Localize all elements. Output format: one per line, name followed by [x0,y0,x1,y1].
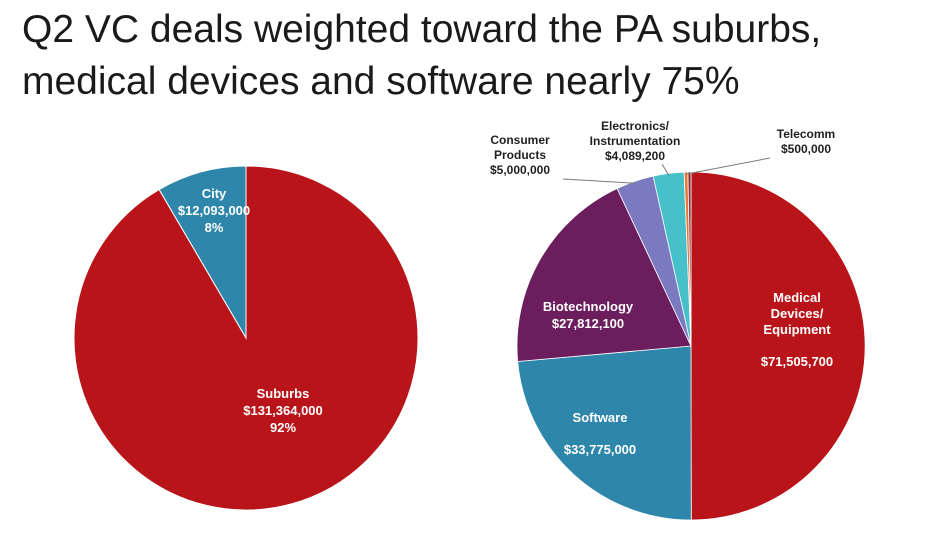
data-value-medical-devices: $71,505,700 [761,354,833,369]
pie-slice-suburbs [73,165,419,511]
pie-slice-biotechnology [516,187,692,362]
title-line-1: Q2 VC deals weighted toward the PA subur… [22,8,822,51]
leader-line-electronics [661,163,670,176]
data-value-software: $33,775,000 [564,442,636,457]
pie-slice-software [517,345,692,521]
data-label-suburbs: Suburbs $131,364,000 92% [243,386,323,435]
data-label-telecomm: Telecomm $500,000 [777,127,835,156]
slide-title: Q2 VC deals weighted toward the PA subur… [22,4,932,108]
pie-slice-medical-devices-equipment [690,171,866,521]
data-label-biotechnology: Biotechnology $27,812,100 [543,299,634,331]
pie-slice-other [687,171,692,347]
pie-slice-city [158,165,247,340]
data-label-consumer-products: Consumer Products $5,000,000 [490,133,550,177]
title-line-2: medical devices and software nearly 75% [22,60,740,103]
leader-line-telecomm [686,157,771,175]
region-pie [73,165,419,511]
data-label-city: City $12,093,000 8% [178,186,250,235]
industry-pie [516,171,866,521]
leader-line-consumer-products [562,178,636,184]
data-label-medical-devices: Medical Devices/Equipment [763,290,831,337]
data-label-electronics: Electronics/Instrumentation $4,089,200 [590,119,681,163]
data-label-software: Software [573,410,628,425]
